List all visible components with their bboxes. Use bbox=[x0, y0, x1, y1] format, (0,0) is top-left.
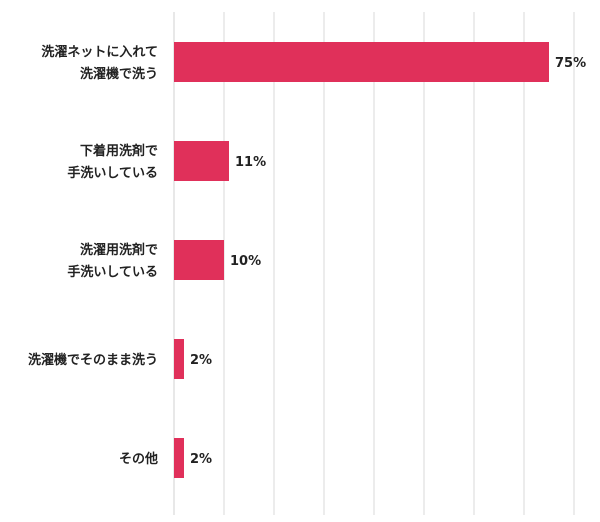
gridlines bbox=[173, 12, 575, 515]
category-label: 洗濯機でそのまま洗う bbox=[28, 352, 158, 368]
bar bbox=[174, 240, 224, 280]
value-label: 10% bbox=[230, 254, 261, 269]
value-label: 75% bbox=[555, 56, 586, 71]
category-label: その他 bbox=[119, 451, 158, 467]
value-labels: 75% 11% 10% 2% 2% bbox=[190, 56, 586, 467]
category-label: 洗濯用洗剤で bbox=[80, 242, 158, 258]
bar bbox=[174, 339, 184, 379]
bar bbox=[174, 141, 229, 181]
category-label: 手洗いしている bbox=[67, 264, 158, 280]
category-label: 洗濯ネットに入れて bbox=[41, 44, 158, 60]
category-labels: 洗濯ネットに入れて洗濯機で洗う下着用洗剤で手洗いしている洗濯用洗剤で手洗いしてい… bbox=[28, 44, 158, 467]
bar bbox=[174, 438, 184, 478]
category-label: 手洗いしている bbox=[67, 165, 158, 181]
category-label: 下着用洗剤で bbox=[80, 143, 158, 159]
value-label: 2% bbox=[190, 353, 212, 368]
bars bbox=[174, 42, 549, 478]
bar bbox=[174, 42, 549, 82]
value-label: 11% bbox=[235, 155, 266, 170]
category-label: 洗濯機で洗う bbox=[80, 66, 158, 82]
value-label: 2% bbox=[190, 452, 212, 467]
